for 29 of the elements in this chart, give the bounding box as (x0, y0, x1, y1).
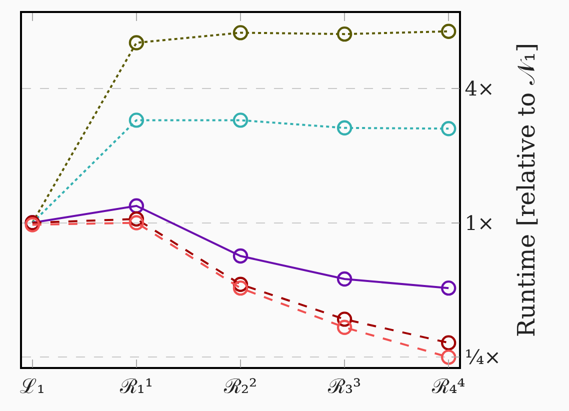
point (441, 335, 456, 350)
point (128, 211, 144, 227)
point (128, 112, 144, 128)
y-tick-label: 1× (464, 210, 494, 235)
point (128, 215, 144, 230)
point (128, 35, 144, 50)
point (336, 120, 352, 136)
x-tick-label: ℛ₃³ (327, 374, 362, 398)
point (441, 24, 456, 39)
point (441, 350, 456, 365)
point (336, 312, 352, 327)
point (232, 276, 248, 292)
point (128, 198, 144, 214)
x-tick-label: ℒ₁ (20, 374, 45, 398)
y-axis-title: Runtime [relative to 𝒩₁] (512, 42, 541, 338)
point (336, 271, 352, 287)
point (232, 112, 248, 128)
point (441, 121, 456, 136)
x-tick-label: ℛ₁¹ (118, 374, 153, 398)
x-tick-label: ℛ₂² (222, 374, 258, 398)
point (336, 320, 352, 335)
x-tick-label: ℛ₄⁴ (431, 374, 466, 398)
y-tick-label: ¼× (464, 345, 501, 370)
point (232, 25, 248, 40)
point (336, 26, 352, 42)
point (441, 280, 456, 296)
point (232, 248, 248, 264)
y-tick-label: 4× (464, 76, 494, 100)
point (232, 280, 248, 296)
